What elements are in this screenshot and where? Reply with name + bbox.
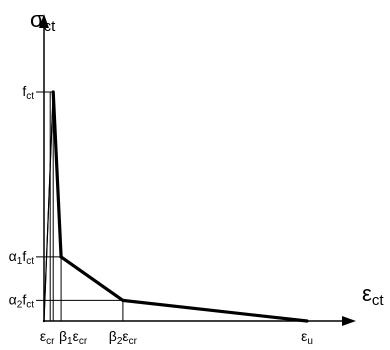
- curve-segment-2: [59, 255, 125, 302]
- x-axis-title: εct: [362, 281, 384, 309]
- axes: [39, 14, 356, 326]
- x-axis-arrow: [342, 316, 356, 326]
- x-tick-label-0: εcr: [40, 328, 55, 347]
- data-point-3: [121, 299, 125, 302]
- series-group: [42, 90, 309, 323]
- tick-labels: fct α1fct α2fct εcr β1εcr β2εcr εu: [9, 83, 313, 347]
- x-tick-label-3: εu: [301, 328, 313, 347]
- data-point-4: [305, 319, 309, 323]
- y-axis-title: σct: [30, 7, 56, 35]
- y-axis-arrow: [39, 14, 49, 28]
- data-point-1: [52, 90, 55, 94]
- curve-segment-1: [51, 90, 63, 259]
- curve-segment-3: [121, 298, 309, 323]
- data-point-0: [42, 319, 46, 323]
- y-tick-label-1: α1fct: [9, 248, 35, 267]
- x-tick-label-2: β2εcr: [109, 328, 138, 347]
- y-tick-label-2: α2fct: [9, 291, 35, 310]
- y-tick-label-0: fct: [22, 83, 34, 102]
- x-tick-label-1: β1εcr: [59, 328, 88, 347]
- data-point-2: [59, 255, 63, 259]
- curve-segment-0: [43, 91, 54, 322]
